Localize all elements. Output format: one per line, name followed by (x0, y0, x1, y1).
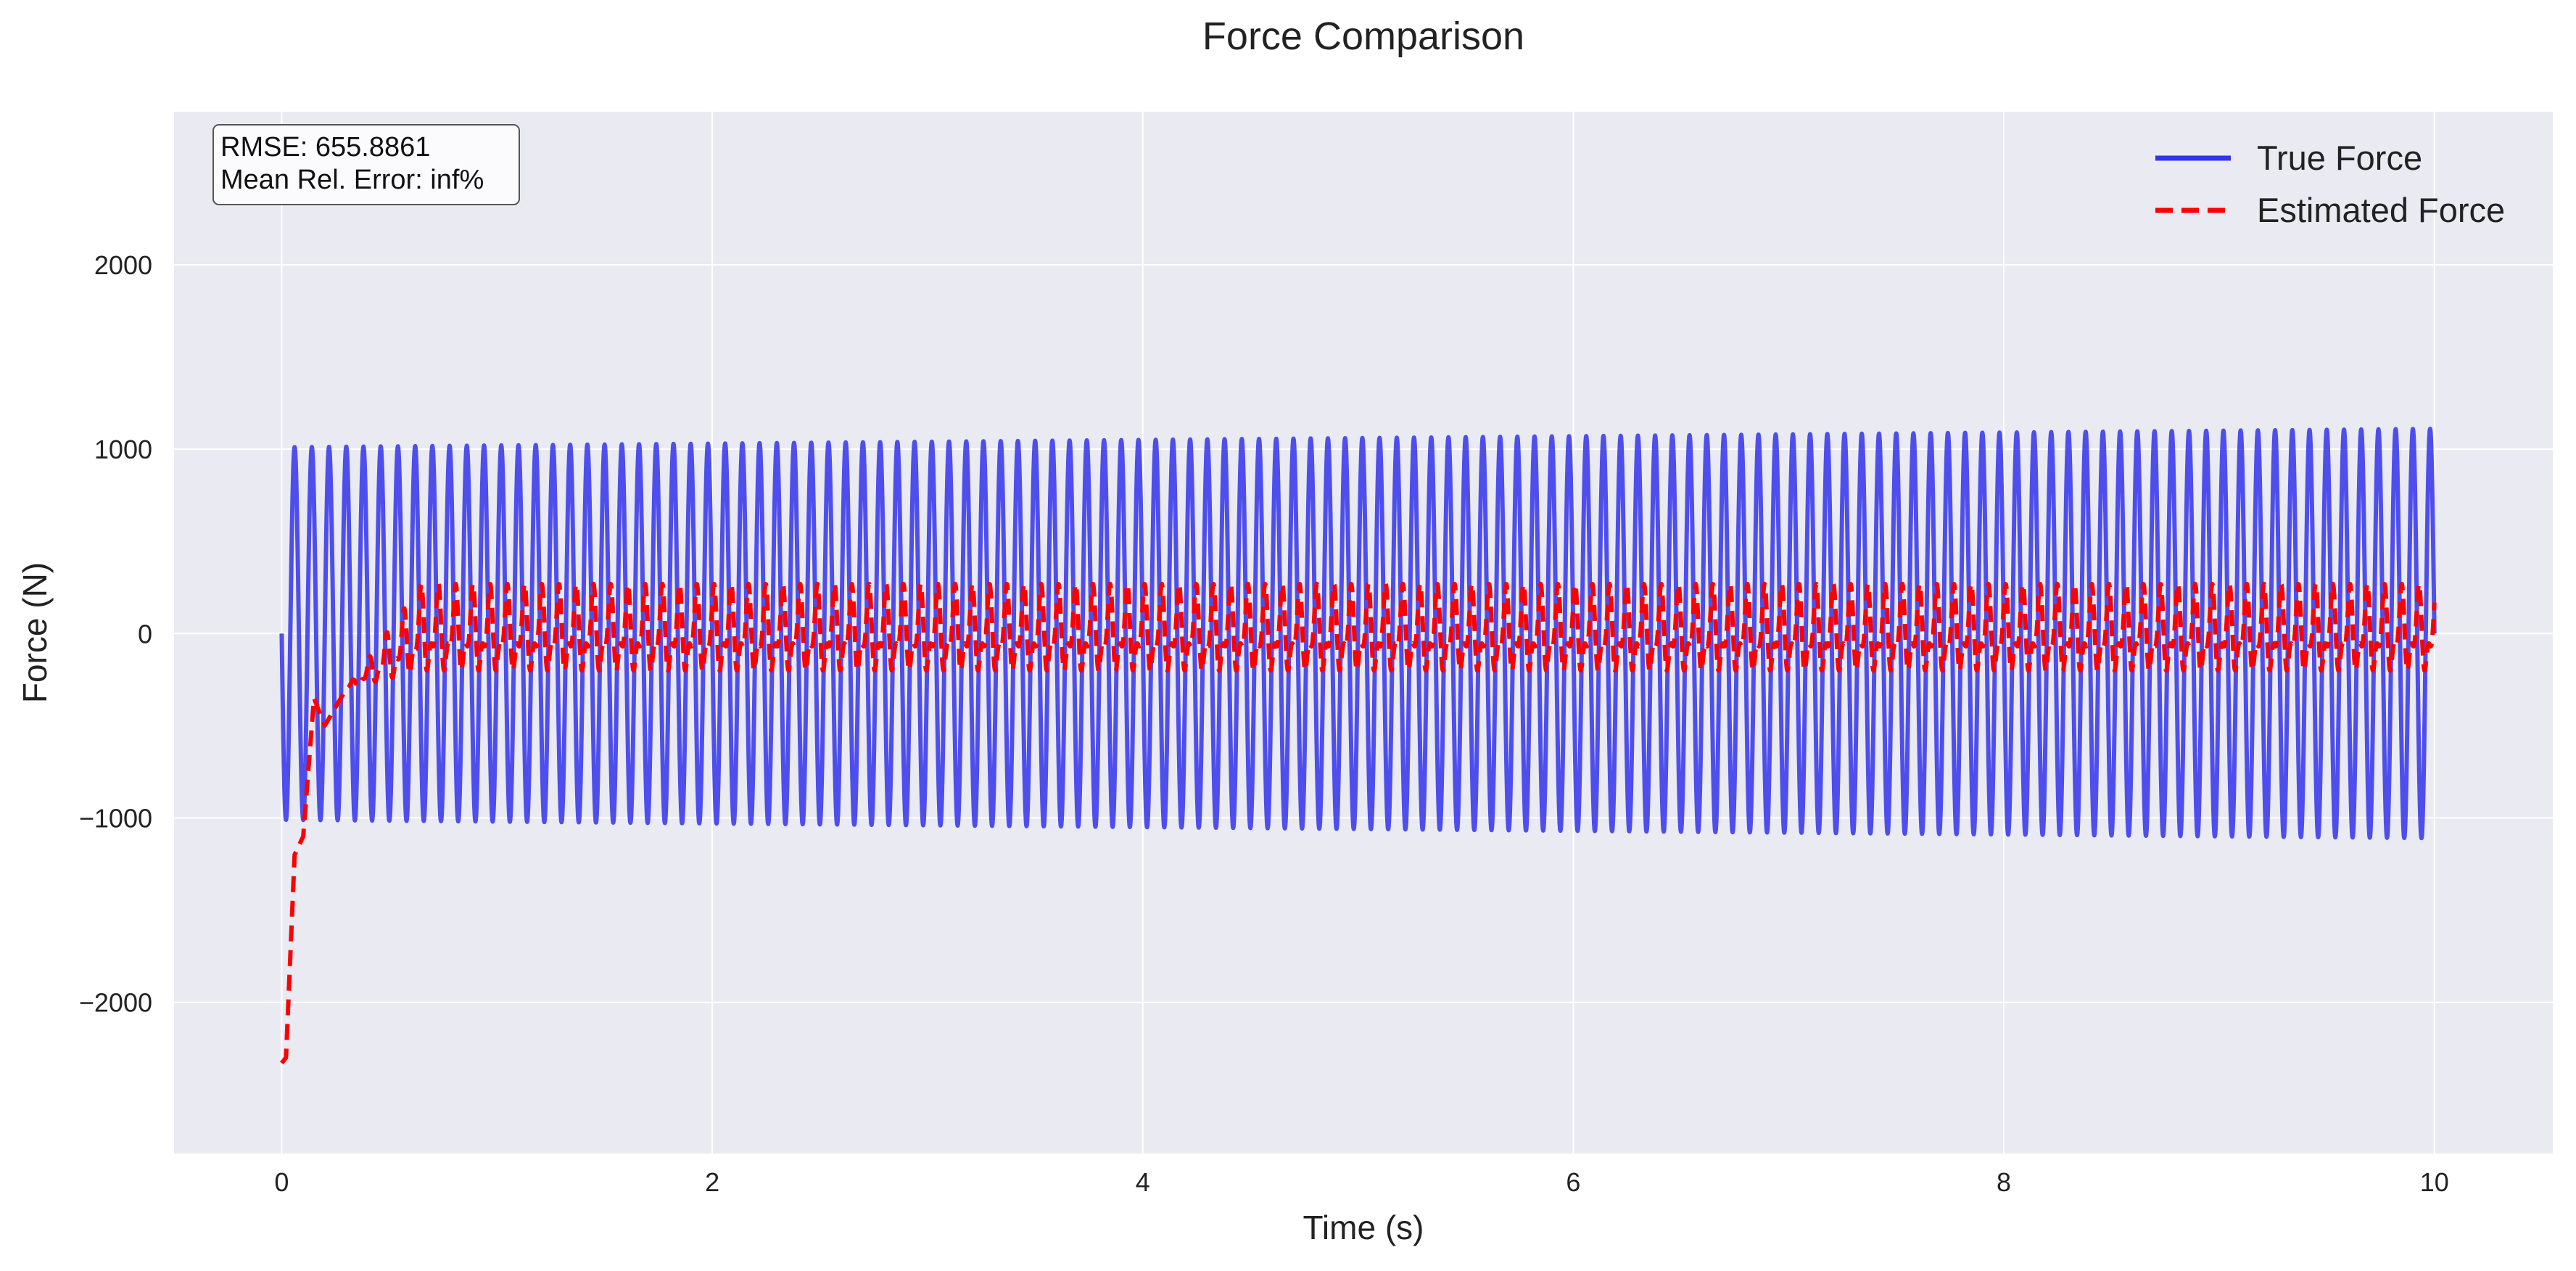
x-axis-ticks: 0 2 4 6 8 10 (274, 1167, 2448, 1197)
y-axis-ticks: −2000 −1000 0 1000 2000 (79, 250, 152, 1018)
x-tick-label: 10 (2420, 1167, 2449, 1197)
y-tick-label: −2000 (79, 988, 152, 1018)
x-tick-label: 8 (1997, 1167, 2011, 1197)
y-tick-label: −1000 (79, 803, 152, 833)
x-tick-label: 4 (1136, 1167, 1150, 1197)
rmse-text: RMSE: 655.8861 (220, 132, 430, 163)
legend: True Force Estimated Force (2155, 139, 2505, 229)
y-tick-label: 1000 (94, 435, 152, 464)
true-force-line (279, 427, 2437, 841)
legend-label-true-force: True Force (2257, 139, 2422, 177)
x-tick-label: 2 (705, 1167, 719, 1197)
chart-title: Force Comparison (1202, 15, 1524, 58)
estimated-force-line (280, 581, 2437, 1065)
y-tick-label: 2000 (94, 250, 152, 280)
y-axis-label: Force (N) (16, 562, 54, 703)
stats-annotation-box: RMSE: 655.8861 Mean Rel. Error: inf% (212, 124, 520, 205)
x-tick-label: 6 (1566, 1167, 1580, 1197)
series-layer (279, 427, 2437, 1065)
mean-rel-error-text: Mean Rel. Error: inf% (220, 165, 484, 195)
x-tick-label: 0 (274, 1167, 289, 1197)
y-tick-label: 0 (138, 619, 152, 649)
x-axis-label: Time (s) (1303, 1209, 1424, 1246)
legend-label-estimated-force: Estimated Force (2257, 191, 2505, 229)
